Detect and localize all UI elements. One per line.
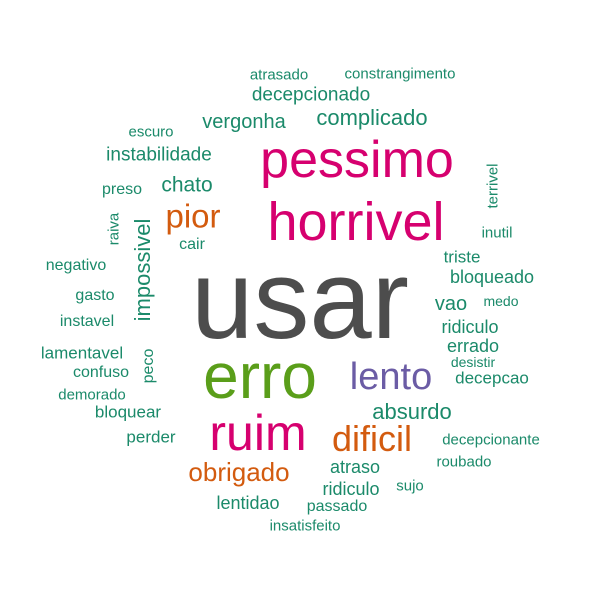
word-ridiculo-2: ridiculo bbox=[322, 479, 380, 499]
word-escuro: escuro bbox=[128, 123, 174, 141]
word-perder: perder bbox=[126, 427, 176, 447]
word-pior: pior bbox=[165, 197, 221, 235]
word-desistir: desistir bbox=[450, 354, 496, 370]
word-absurdo: absurdo bbox=[372, 399, 452, 424]
word-cair: cair bbox=[179, 236, 205, 253]
word-errado: errado bbox=[446, 336, 500, 356]
word-medo: medo bbox=[483, 293, 519, 309]
word-erro: erro bbox=[203, 340, 317, 412]
word-instavel: instavel bbox=[59, 313, 115, 330]
word-triste: triste bbox=[443, 247, 481, 267]
word-atrasado: atrasado bbox=[249, 66, 309, 84]
word-raiva: raiva bbox=[105, 212, 123, 246]
word-bloquear: bloquear bbox=[94, 402, 162, 422]
word-negativo: negativo bbox=[45, 257, 107, 274]
word-complicado: complicado bbox=[316, 105, 428, 130]
word-decepcionante: decepcionante bbox=[442, 431, 540, 449]
word-confuso: confuso bbox=[72, 364, 130, 381]
word-gasto: gasto bbox=[75, 287, 115, 304]
word-pessimo: pessimo bbox=[260, 131, 454, 189]
word-chato: chato bbox=[161, 173, 213, 197]
word-obrigado: obrigado bbox=[188, 457, 290, 487]
word-ruim: ruim bbox=[209, 405, 307, 461]
word-impossivel: impossivel bbox=[130, 218, 155, 322]
word-dificil: dificil bbox=[331, 418, 413, 459]
word-atraso: atraso bbox=[329, 457, 381, 477]
word-lento: lento bbox=[349, 356, 433, 398]
word-bloqueado: bloqueado bbox=[449, 267, 535, 287]
word-instabilidade: instabilidade bbox=[106, 144, 212, 166]
word-roubado: roubado bbox=[436, 453, 492, 471]
word-preso: preso bbox=[101, 181, 143, 198]
word-inutil: inutil bbox=[481, 224, 513, 242]
word-terrivel: terrivel bbox=[484, 163, 502, 209]
word-constrangimento: constrangimento bbox=[344, 65, 456, 83]
word-lamentavel: lamentavel bbox=[40, 343, 124, 363]
word-sujo: sujo bbox=[396, 477, 424, 495]
word-vergonha: vergonha bbox=[202, 111, 286, 133]
word-peco: peco bbox=[140, 348, 157, 384]
word-vao: vao bbox=[434, 293, 468, 315]
word-horrivel: horrivel bbox=[267, 192, 445, 252]
word-lentidao: lentidao bbox=[216, 493, 280, 513]
word-insatisfeito: insatisfeito bbox=[269, 517, 341, 535]
word-decepcao: decepcao bbox=[455, 368, 529, 388]
word-ridiculo-1: ridiculo bbox=[441, 317, 499, 337]
word-demorado: demorado bbox=[58, 386, 126, 404]
word-decepcionado: decepcionado bbox=[251, 84, 371, 106]
word-passado: passado bbox=[306, 498, 368, 515]
word-usar: usar bbox=[191, 237, 409, 362]
